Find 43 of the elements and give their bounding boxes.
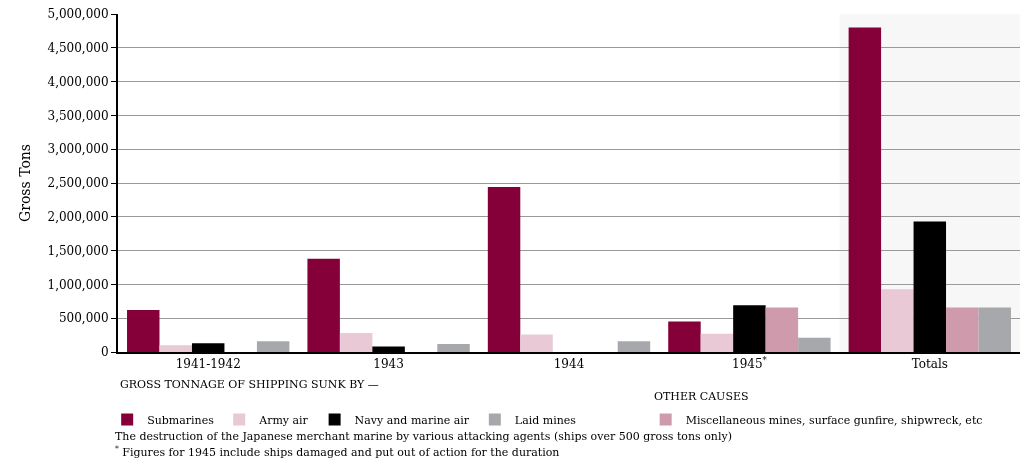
legend-label: Laid mines bbox=[514, 413, 577, 427]
legend-label: Submarines bbox=[147, 413, 215, 427]
bar bbox=[848, 27, 882, 352]
y-tick-label: 4,500,000 bbox=[47, 41, 109, 55]
y-tick-label: 4,000,000 bbox=[47, 74, 109, 89]
y-tick-label: 500,000 bbox=[58, 311, 109, 326]
bar bbox=[765, 307, 799, 352]
y-tick-label: 5,000,000 bbox=[47, 7, 109, 22]
y-tick-label: 3,500,000 bbox=[47, 108, 109, 123]
text: The destruction of the Japanese merchant marine by various attacking agents (ships over 500 gross tons only) bbox=[115, 430, 732, 443]
x-tick-label: 1945$^{*}$ bbox=[732, 355, 768, 372]
y-tick-label: 0 bbox=[100, 345, 109, 360]
bar bbox=[339, 333, 373, 352]
legend-title: GROSS TONNAGE OF SHIPPING SUNK BY — bbox=[120, 378, 379, 391]
bar bbox=[307, 258, 340, 352]
bar bbox=[487, 187, 521, 352]
x-tick-label: 1941-1942 bbox=[175, 357, 241, 372]
text: $^{*}$ Figures for 1945 include ships damaged and put out of action for the duration bbox=[115, 444, 560, 458]
legend-label: Miscellaneous mines, surface gunfire, shipwreck, etc bbox=[685, 413, 983, 427]
bar bbox=[978, 307, 1011, 352]
legend-label: Navy and marine air bbox=[354, 413, 470, 427]
y-tick-label: 1,500,000 bbox=[47, 243, 109, 258]
bar bbox=[256, 341, 290, 352]
bar bbox=[700, 333, 734, 352]
bar bbox=[159, 345, 192, 352]
bar bbox=[520, 334, 553, 352]
x-tick-label: 1944 bbox=[553, 357, 585, 372]
y-axis-title: Gross Tons bbox=[16, 143, 33, 223]
bar bbox=[946, 307, 979, 352]
legend-label: Army air bbox=[258, 413, 309, 427]
bar bbox=[798, 337, 831, 352]
bar bbox=[668, 321, 701, 352]
x-tick-label: Totals bbox=[911, 357, 948, 372]
y-tick-label: 2,500,000 bbox=[47, 176, 109, 191]
bar bbox=[437, 343, 470, 352]
bar bbox=[881, 289, 914, 352]
y-tick-label: 3,000,000 bbox=[47, 142, 109, 157]
text: OTHER CAUSES bbox=[654, 390, 749, 403]
y-tick-label: 1,000,000 bbox=[47, 277, 109, 292]
x-tick-label: 1943 bbox=[373, 357, 404, 372]
bar bbox=[127, 310, 160, 352]
bar bbox=[617, 341, 651, 352]
y-tick-label: 2,000,000 bbox=[47, 210, 109, 224]
